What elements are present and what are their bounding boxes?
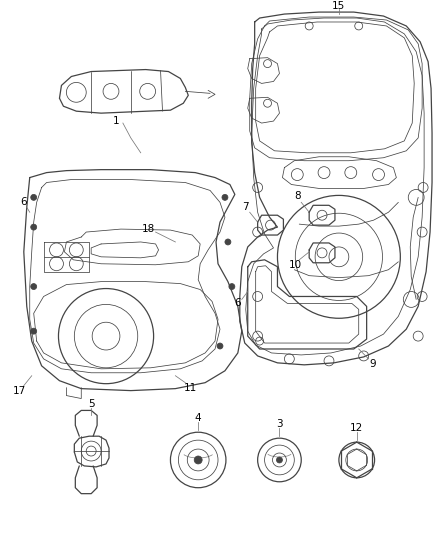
Text: 1: 1 [113,116,119,126]
Circle shape [217,343,223,349]
Circle shape [229,284,235,289]
Text: 5: 5 [88,399,95,409]
Circle shape [31,195,37,200]
Circle shape [276,457,283,463]
Text: 8: 8 [294,191,300,201]
Text: 6: 6 [234,298,241,309]
Text: 7: 7 [243,203,249,212]
Text: 12: 12 [350,423,364,433]
Text: 10: 10 [289,260,302,270]
Text: 17: 17 [13,385,26,395]
Text: 6: 6 [21,197,27,207]
Text: 15: 15 [332,1,346,11]
Circle shape [31,328,37,334]
Circle shape [194,456,202,464]
Circle shape [225,239,231,245]
Text: 11: 11 [184,383,197,393]
Circle shape [222,195,228,200]
Circle shape [31,284,37,289]
Circle shape [31,224,37,230]
Text: 18: 18 [142,224,155,234]
Text: 3: 3 [276,419,283,429]
Text: 9: 9 [369,359,376,369]
Text: 4: 4 [195,414,201,423]
